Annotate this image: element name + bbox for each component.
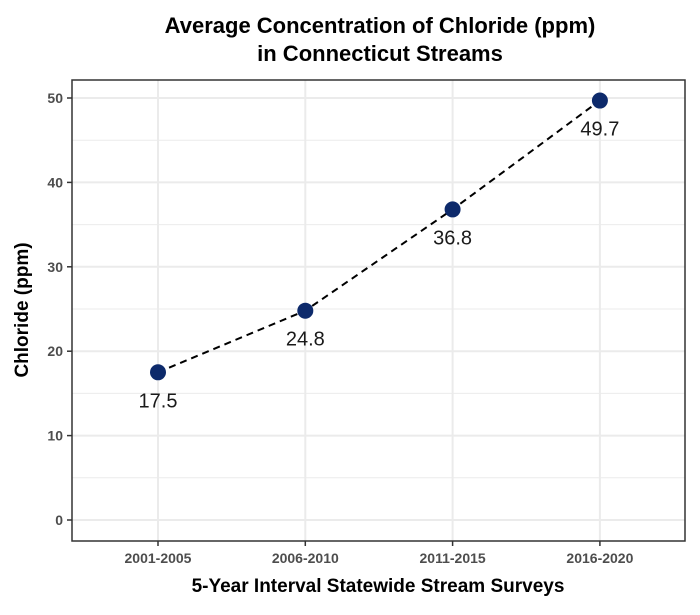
data-point <box>591 92 608 109</box>
x-tick-label: 2001-2005 <box>125 550 192 566</box>
x-axis-label: 5-Year Interval Statewide Stream Surveys <box>192 576 565 597</box>
y-tick-label: 10 <box>47 428 63 444</box>
x-tick-label: 2006-2010 <box>272 550 339 566</box>
data-point <box>150 364 166 381</box>
x-axis: 2001-2005 2006-2010 2011-2015 2016-2020 <box>125 541 634 566</box>
data-label: 49.7 <box>580 119 619 141</box>
plot-border <box>71 79 686 542</box>
y-axis: 0 10 20 30 40 50 <box>47 90 72 528</box>
y-tick-label: 30 <box>47 259 63 275</box>
data-point <box>297 302 314 319</box>
data-label: 24.8 <box>286 329 325 351</box>
data-label: 17.5 <box>139 390 178 412</box>
x-tick-label: 2016-2020 <box>566 550 633 566</box>
y-tick-label: 40 <box>47 174 63 190</box>
y-tick-label: 50 <box>47 90 63 106</box>
series-line <box>157 99 601 374</box>
chart-title-line-2: in Connecticut Streams <box>257 41 503 66</box>
chart-title-line-1: Average Concentration of Chloride (ppm) <box>165 13 596 38</box>
series: 17.5 24.8 36.8 49.7 <box>139 92 619 412</box>
gridlines <box>72 80 685 541</box>
data-point <box>444 201 461 218</box>
y-tick-label: 0 <box>55 512 63 528</box>
x-tick-label: 2011-2015 <box>420 550 486 566</box>
y-tick-label: 20 <box>47 343 63 359</box>
data-label: 36.8 <box>433 227 472 249</box>
y-axis-label: Chloride (ppm) <box>12 242 33 377</box>
